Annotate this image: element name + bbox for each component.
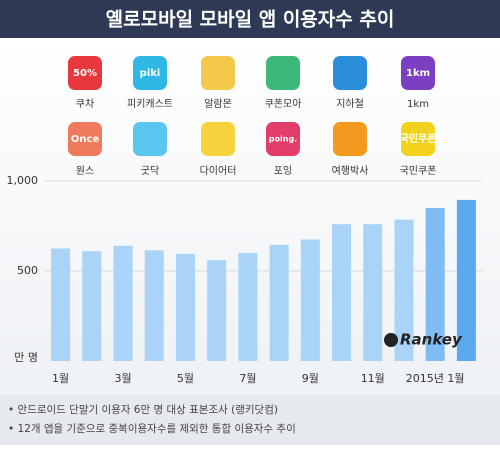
app-icon (401, 122, 435, 156)
app-icon-text: 국민쿠폰 (400, 132, 437, 145)
bar (394, 219, 414, 361)
app-name: 여행박사 (332, 165, 369, 177)
x-tick-label: 7월 (239, 372, 256, 385)
app-icon (266, 122, 300, 156)
app-name: 쿠폰모아 (265, 98, 302, 110)
bar (51, 248, 71, 361)
bar (269, 244, 289, 361)
x-tick-label: 3월 (114, 372, 131, 385)
x-tick-label: 2015년 1월 (406, 372, 465, 385)
app-icon (133, 56, 167, 90)
bar (456, 199, 476, 361)
app-icon (68, 122, 102, 156)
x-tick-label: 1월 (52, 372, 69, 385)
app-name: 굿닥 (141, 165, 159, 177)
app-icon-text: piki (140, 68, 161, 79)
app-name: 원스 (76, 165, 94, 177)
title-banner (0, 0, 500, 38)
footnote: • 12개 앱을 기준으로 중복이용자수를 제외한 통합 이용자수 추이 (8, 423, 296, 435)
app-name: 쿠차 (76, 98, 94, 110)
footnote-panel (0, 395, 500, 445)
app-name: 피키캐스트 (127, 98, 173, 110)
app-icon (333, 56, 367, 90)
app-icon (133, 122, 167, 156)
app-icon-text: 1km (406, 68, 430, 79)
app-name: 다이어터 (200, 165, 237, 177)
watermark-logo (384, 333, 398, 347)
bar (238, 253, 258, 361)
app-icon (333, 122, 367, 156)
bar (332, 224, 352, 361)
x-tick-label: 9월 (302, 372, 319, 385)
app-icon (201, 56, 235, 90)
bar (175, 253, 195, 361)
y-tick-label: 1,000 (7, 174, 39, 187)
app-name: 1km (407, 99, 429, 110)
x-tick-label: 5월 (177, 372, 194, 385)
y-tick-label: 500 (17, 264, 38, 277)
app-icon (201, 122, 235, 156)
app-icon-text: 50% (73, 68, 97, 79)
bar (425, 208, 445, 361)
bar (300, 239, 320, 361)
app-name: 국민쿠폰 (400, 165, 437, 177)
x-tick-label: 11월 (361, 372, 385, 385)
app-icon-text: Once (71, 134, 100, 145)
watermark: Rankey (400, 331, 463, 349)
footnote: • 안드로이드 단말기 이용자 6만 명 대상 표본조사 (랭키닷컴) (8, 404, 278, 416)
bar (113, 245, 133, 361)
app-name: 포잉 (274, 165, 292, 177)
app-icon-text: poing. (269, 135, 297, 144)
bar (82, 251, 102, 361)
app-name: 지하철 (336, 97, 364, 110)
bar (144, 250, 164, 361)
app-icon (266, 56, 300, 90)
app-name: 알람몬 (204, 97, 232, 110)
app-icon (68, 56, 102, 90)
title: 옐로모바일 모바일 앱 이용자수 추이 (106, 9, 395, 31)
bar (363, 224, 383, 361)
y-axis-label: 만 명 (14, 351, 38, 364)
app-icon (401, 56, 435, 90)
bar (207, 260, 227, 361)
